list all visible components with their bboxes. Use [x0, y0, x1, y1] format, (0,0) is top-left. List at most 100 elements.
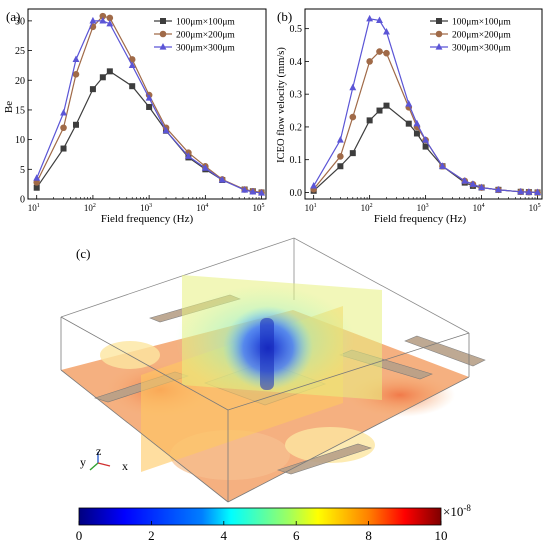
b-x-tick-label: 102: [361, 203, 373, 213]
a-legend-marker: [159, 30, 167, 38]
a-legend-label: 200μm×200μm: [176, 31, 235, 41]
a-data-point: [106, 68, 113, 75]
panel-b-chart: (b) ICEO flow velocity (mm/s) Field freq…: [276, 8, 543, 225]
a-data-point: [106, 19, 114, 27]
b-legend-label: 300μm×300μm: [452, 44, 511, 54]
box-front-edges: [60, 316, 470, 503]
a-data-point: [106, 14, 114, 22]
a-data-point: [145, 94, 153, 101]
a-data-point: [129, 83, 136, 90]
a-x-tick-label: 101: [28, 203, 40, 213]
b-data-point: [439, 162, 446, 169]
a-data-point: [241, 186, 249, 193]
axes-triad: z y x: [80, 444, 128, 473]
colorbar-tick-label: 6: [293, 528, 300, 543]
a-data-point: [60, 145, 67, 152]
panel-b-plot-frame: [304, 8, 543, 200]
panel-a-legend: 100μm×100μm 200μm×200μm 300μm×300μm: [154, 18, 235, 54]
panel-b-xlabel: Field frequency (Hz): [374, 213, 467, 225]
a-y-tick-label: 20: [15, 76, 25, 87]
b-data-point: [383, 27, 390, 35]
b-data-point: [336, 136, 344, 143]
b-y-tick-label: 0.5: [290, 24, 303, 35]
axis-z-label: z: [96, 444, 101, 458]
b-data-point: [366, 117, 373, 124]
b-data-point: [534, 188, 542, 196]
b-data-point: [517, 187, 525, 195]
panel-a-chart: (a) Be Field frequency (Hz) 101 102 103 104…: [3, 8, 267, 225]
a-data-point: [33, 174, 41, 181]
panel-c-3d-render: (c): [60, 237, 486, 543]
b-legend-label: 100μm×100μm: [452, 18, 511, 28]
a-y-tick-label: 15: [15, 105, 25, 116]
colorbar: 0 2 4 6 8 10 ×10-8: [76, 503, 472, 543]
a-data-point: [218, 176, 226, 183]
b-data-point: [405, 100, 413, 107]
a-y-tick-label: 10: [15, 135, 25, 146]
panel-b-label: (b): [277, 9, 292, 24]
a-x-tick-label: 102: [84, 203, 96, 213]
b-x-tick-label: 105: [529, 203, 541, 213]
a-data-point: [89, 16, 97, 24]
a-data-point: [258, 189, 265, 196]
b-data-point: [337, 163, 344, 170]
panel-c-label: (c): [76, 246, 90, 261]
panel-b-ylabel: ICEO flow velocity (mm/s): [276, 47, 287, 163]
panel-a-xlabel: Field frequency (Hz): [101, 213, 194, 225]
a-y-tick-label: 5: [20, 165, 25, 176]
a-data-point: [99, 12, 107, 20]
a-y-tick-label: 25: [15, 46, 25, 57]
a-data-point: [201, 164, 209, 171]
a-legend-marker: [159, 43, 167, 50]
panel-a-ylabel: Be: [3, 101, 15, 113]
a-data-point: [146, 103, 153, 110]
panel-a-label: (a): [6, 9, 20, 24]
b-data-point: [469, 180, 477, 187]
a-x-tick-label: 104: [196, 203, 208, 213]
colorbar-tick-label: 0: [76, 528, 83, 543]
b-data-point: [422, 143, 429, 150]
b-data-point: [310, 181, 318, 189]
b-y-tick-label: 0.2: [290, 122, 303, 133]
b-data-point: [461, 177, 469, 184]
a-legend-label: 300μm×300μm: [176, 44, 235, 54]
b-data-point: [413, 130, 420, 137]
a-data-point: [60, 124, 67, 132]
b-data-point: [366, 14, 374, 22]
b-data-point: [349, 83, 357, 91]
colorbar-tick-label: 2: [148, 528, 155, 543]
b-legend-label: 200μm×200μm: [452, 31, 511, 41]
b-y-tick-label: 0.4: [290, 57, 303, 68]
b-legend-marker: [435, 30, 443, 38]
a-data-point: [60, 108, 67, 116]
colorbar-multiplier-exponent: -8: [463, 503, 471, 513]
b-data-point: [413, 119, 421, 127]
axis-x-label: x: [122, 459, 128, 473]
b-data-point: [366, 58, 373, 65]
b-y-tick-label: 0.1: [290, 155, 303, 166]
b-data-point: [405, 120, 412, 127]
colorbar-gradient: [78, 507, 442, 526]
flow-core-column: [260, 318, 274, 390]
a-data-point: [72, 121, 79, 128]
a-data-point: [72, 55, 80, 63]
b-data-point: [376, 107, 383, 114]
b-data-point: [349, 150, 356, 157]
b-data-point: [525, 188, 533, 195]
axis-y-label: y: [80, 455, 86, 469]
b-data-point: [376, 16, 383, 24]
a-data-point: [99, 16, 107, 24]
a-legend-label: 100μm×100μm: [176, 18, 235, 28]
b-x-tick-label: 104: [473, 203, 485, 213]
b-legend-marker: [435, 43, 443, 50]
b-legend-marker: [436, 18, 442, 24]
a-y-tick-label: 0: [20, 195, 25, 206]
panel-b-legend: 100μm×100μm 200μm×200μm 300μm×300μm: [430, 18, 511, 54]
a-data-point: [33, 184, 40, 191]
a-data-point: [99, 74, 106, 81]
b-data-point: [383, 102, 390, 109]
a-data-point: [128, 61, 136, 68]
b-data-point: [376, 48, 383, 55]
b-x-tick-label: 103: [417, 203, 429, 213]
